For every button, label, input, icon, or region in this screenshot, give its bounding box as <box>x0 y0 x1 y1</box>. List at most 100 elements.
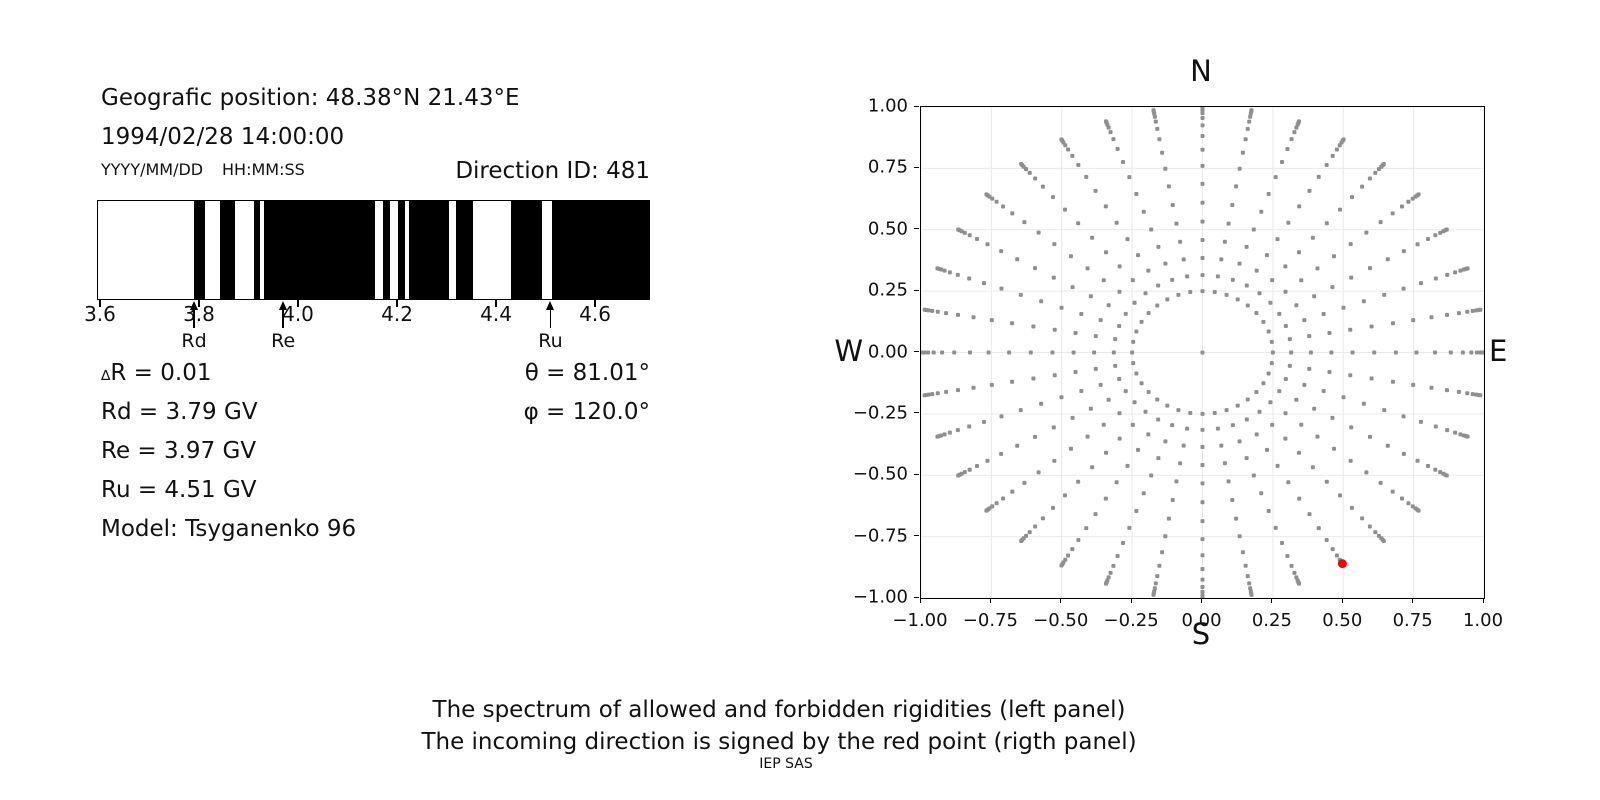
direction-dot <box>1324 479 1329 484</box>
direction-dot <box>1076 221 1081 226</box>
direction-dot <box>1076 479 1081 484</box>
direction-dot <box>1052 458 1057 463</box>
direction-dot <box>1292 130 1297 135</box>
direction-dot <box>1324 162 1329 167</box>
direction-dot <box>1106 397 1111 402</box>
direction-dot <box>944 311 949 316</box>
direction-dot <box>922 307 927 312</box>
spectrum-axis-tick <box>495 300 497 307</box>
direction-dot <box>1361 401 1366 406</box>
geographic-position-text: Geografic position: 48.38°N 21.43°E <box>101 85 520 111</box>
direction-dot <box>1237 439 1242 444</box>
direction-dot <box>1051 505 1056 510</box>
direction-dot <box>1302 382 1307 387</box>
direction-dot <box>940 350 945 355</box>
time-format-hint: HH:MM:SS <box>222 160 305 179</box>
direction-dot <box>1040 184 1045 189</box>
direction-dot <box>974 236 979 241</box>
direction-dot <box>1200 519 1205 524</box>
direction-dot <box>967 467 972 472</box>
direction-dot <box>984 508 989 513</box>
direction-dot <box>1453 270 1458 275</box>
direction-dot <box>1114 220 1119 225</box>
direction-dot <box>1127 175 1132 180</box>
direction-dot <box>1465 266 1470 271</box>
direction-dot <box>1010 379 1015 384</box>
direction-dot <box>1230 277 1235 282</box>
direction-dot <box>1052 373 1057 378</box>
direction-dot <box>1433 350 1438 355</box>
direction-dot <box>1134 508 1139 513</box>
y-axis-tick-label: 0.25 <box>867 279 908 301</box>
direction-dot <box>1130 278 1135 283</box>
direction-dot <box>1361 299 1366 304</box>
direction-dot <box>1348 458 1353 463</box>
direction-dot <box>1381 162 1386 167</box>
direction-dot <box>1453 430 1458 435</box>
direction-dot <box>1111 563 1116 568</box>
direction-dot <box>1297 496 1302 501</box>
direction-dot <box>999 414 1004 419</box>
allowed-rigidity-band <box>456 201 473 299</box>
direction-dot <box>1200 163 1205 168</box>
direction-dot <box>1200 427 1205 432</box>
x-axis-tick <box>989 598 991 603</box>
direction-dot <box>1062 207 1067 212</box>
direction-dot <box>1103 204 1108 209</box>
direction-dot <box>942 432 947 437</box>
direction-dot <box>1426 236 1431 241</box>
direction-dot <box>1157 563 1162 568</box>
direction-dot <box>1123 389 1128 394</box>
direction-dot <box>982 419 987 424</box>
direction-dot <box>1146 432 1151 437</box>
direction-dot <box>1244 244 1249 249</box>
direction-dot <box>1219 257 1224 262</box>
direction-dot <box>1073 370 1078 375</box>
direction-dot <box>1104 450 1109 455</box>
direction-dot <box>1098 382 1103 387</box>
y-axis-tick <box>914 166 919 168</box>
direction-dot <box>1031 324 1036 329</box>
allowed-rigidity-band <box>551 201 649 299</box>
direction-dot <box>1324 221 1329 226</box>
direction-dot <box>1244 283 1249 288</box>
direction-dot <box>1364 470 1369 475</box>
direction-dot <box>1261 381 1266 386</box>
direction-dot <box>1360 516 1365 521</box>
direction-dot <box>1146 389 1151 394</box>
direction-dot <box>994 199 999 204</box>
direction-dot <box>1390 489 1395 494</box>
theta-value: θ = 81.01° <box>524 360 650 386</box>
direction-dot <box>1266 192 1271 197</box>
direction-dot <box>1243 563 1248 568</box>
direction-dot <box>1215 274 1220 279</box>
direction-dot <box>1151 592 1156 597</box>
direction-dot <box>1378 220 1383 225</box>
direction-dot <box>931 350 936 355</box>
direction-dot <box>1245 397 1250 402</box>
direction-dot <box>1130 422 1135 427</box>
direction-dot <box>1059 137 1064 142</box>
direction-dot <box>1296 250 1301 255</box>
direction-dot <box>1385 443 1390 448</box>
direction-dot <box>999 286 1004 291</box>
direction-dot <box>1125 463 1130 468</box>
direction-dot <box>1349 275 1354 280</box>
direction-dot <box>1373 530 1378 535</box>
direction-dot <box>1146 268 1151 273</box>
direction-dot <box>971 385 976 390</box>
direction-dot <box>1088 406 1093 411</box>
direction-dot <box>1010 489 1015 494</box>
direction-dot <box>1093 188 1098 193</box>
direction-dot <box>967 424 972 429</box>
direction-dot <box>1367 266 1372 271</box>
direction-dot <box>1382 292 1387 297</box>
direction-dot <box>1120 159 1125 164</box>
spectrum-axis-tick-label: 4.4 <box>480 302 512 326</box>
direction-dot <box>1200 200 1205 205</box>
direction-dot <box>1307 366 1312 371</box>
direction-dot <box>1273 525 1278 530</box>
direction-dot <box>1163 534 1168 539</box>
direction-dot <box>1151 108 1156 113</box>
direction-dot <box>1115 553 1120 558</box>
